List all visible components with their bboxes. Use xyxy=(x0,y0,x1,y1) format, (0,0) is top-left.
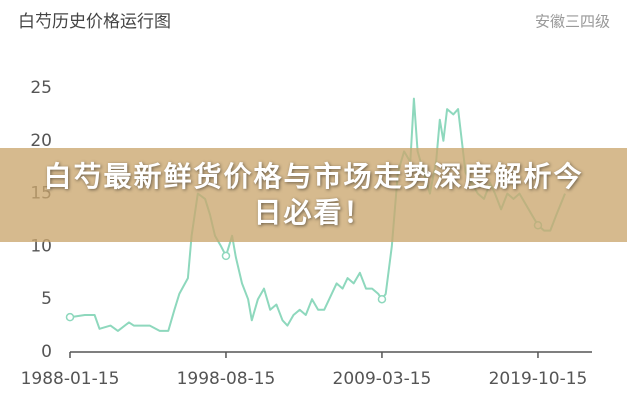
chart-subtitle: 安徽三四级 xyxy=(535,13,610,31)
y-tick-label: 5 xyxy=(41,289,52,309)
banner: 白芍最新鲜货价格与市场走势深度解析今日必看！ xyxy=(0,148,627,242)
y-tick-label: 20 xyxy=(30,131,52,151)
x-tick-label: 2019-10-15 xyxy=(489,369,588,389)
chart-title: 白芍历史价格运行图 xyxy=(18,12,171,32)
x-tick-label: 2009-03-15 xyxy=(333,369,432,389)
x-tick-label: 1998-08-15 xyxy=(177,369,276,389)
y-tick-label: 25 xyxy=(30,78,52,98)
point-marker xyxy=(221,251,231,261)
y-tick-label: 0 xyxy=(41,342,52,362)
point-marker xyxy=(377,294,387,304)
point-marker xyxy=(65,312,75,322)
banner-text: 白芍最新鲜货价格与市场走势深度解析今日必看！ xyxy=(43,160,584,229)
x-tick-label: 1988-01-15 xyxy=(21,369,120,389)
